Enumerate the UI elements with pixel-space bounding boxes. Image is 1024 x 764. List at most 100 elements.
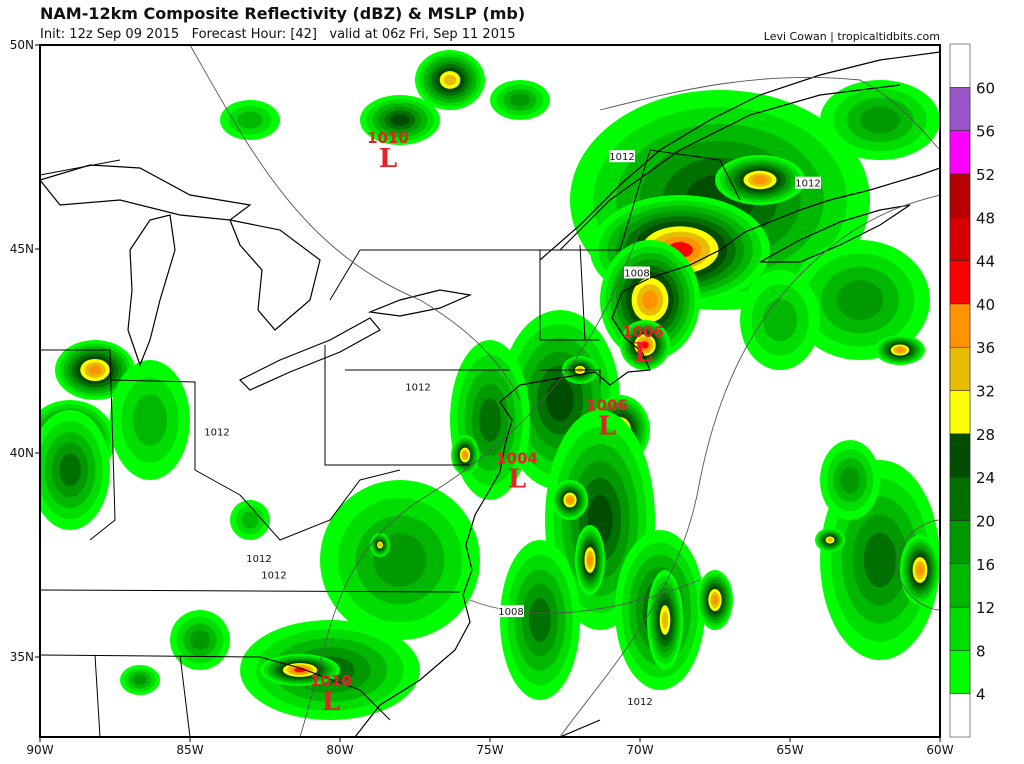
lake-erie [238, 317, 381, 391]
lake-ontario [367, 289, 473, 317]
x-tick-label: 75W [476, 743, 503, 757]
state-border [109, 379, 241, 496]
country-border [40, 159, 540, 301]
isobar-label: 1012 [405, 380, 431, 394]
colorbar-swatch [949, 130, 971, 175]
x-tick-label: 85W [176, 743, 203, 757]
precip-cell [752, 176, 768, 184]
isobar-label-text: 1008 [624, 268, 649, 279]
isobar-label-text: 1012 [405, 383, 430, 394]
isobar-label: 1012 [246, 552, 272, 565]
precip-cell [896, 347, 904, 353]
low-pressure-value: 1006 [622, 323, 664, 341]
isobar-label-text: 1012 [204, 428, 229, 439]
colorbar-swatch [949, 650, 971, 694]
colorbar-swatch [949, 260, 971, 305]
x-tick-label: 70W [626, 743, 653, 757]
precip-cell [510, 93, 530, 107]
colorbar-tick-label: 28 [976, 426, 995, 444]
colorbar-tick-label: 56 [976, 123, 995, 141]
isobar-label-text: 1008 [498, 607, 523, 618]
isobar-label-text: 1012 [795, 179, 820, 190]
isobar-label-text: 1012 [246, 554, 271, 565]
precip-cell [860, 106, 900, 134]
colorbar-swatch [949, 520, 971, 564]
colorbar-tick-label: 48 [976, 209, 995, 227]
state-border [239, 469, 401, 541]
lake-superior [40, 164, 252, 221]
colorbar-tick-label: 16 [976, 556, 995, 574]
precip-cell [390, 114, 410, 126]
colorbar-swatch [949, 606, 971, 651]
colorbar-tick-label: 20 [976, 512, 995, 530]
low-symbol: L [379, 144, 397, 174]
precip-cell [241, 511, 259, 529]
y-tick-label: 35N [10, 650, 34, 664]
colorbar-tick-label: 52 [976, 166, 995, 184]
colorbar-swatch [949, 173, 971, 218]
coastline [559, 719, 601, 737]
state-border [540, 369, 601, 385]
precipitation-layer [40, 50, 940, 720]
colorbar-tick-label: 60 [976, 79, 995, 97]
isobar-label: 1012 [609, 150, 635, 163]
isobar-label: 1012 [261, 568, 287, 581]
colorbar-swatch [949, 303, 971, 348]
isobar [559, 194, 940, 737]
state-border [40, 589, 461, 593]
colorbar-tick-label: 24 [976, 469, 995, 487]
colorbar-tick-label: 36 [976, 339, 995, 357]
isobar [189, 45, 521, 401]
precip-cell [863, 532, 897, 588]
low-pressure-value: 1004 [496, 449, 538, 467]
isobar [599, 76, 940, 151]
low-symbol: L [508, 464, 526, 494]
isobar-label: 1008 [498, 605, 524, 618]
geography-lines [40, 51, 940, 737]
precip-cell [642, 290, 658, 310]
precip-cell [762, 298, 798, 342]
colorbar-swatch [949, 390, 971, 435]
precip-cell [567, 496, 573, 504]
coastline [539, 51, 940, 261]
colorbar-tick-label: 40 [976, 296, 995, 314]
x-tick-label: 90W [26, 743, 53, 757]
x-tick-label: 60W [926, 743, 953, 757]
map-title: NAM-12km Composite Reflectivity (dBZ) & … [40, 4, 526, 23]
precip-cell [546, 379, 574, 421]
state-border [579, 244, 586, 341]
precip-cell [132, 394, 168, 446]
precip-cell [712, 595, 718, 605]
precip-cell [479, 398, 501, 442]
y-tick-label: 40N [10, 446, 34, 460]
isobar-label-text: 1012 [261, 570, 286, 581]
colorbar-tick-label: 32 [976, 383, 995, 401]
precip-cell [661, 611, 669, 629]
low-pressure-value: 1006 [586, 396, 628, 414]
state-border [540, 149, 741, 251]
colorbar-swatch [949, 87, 971, 131]
precip-cell [587, 554, 593, 566]
low-pressure-value: 1010 [310, 672, 352, 690]
state-border [324, 345, 470, 466]
precip-cell [190, 630, 210, 650]
x-tick-label: 65W [776, 743, 803, 757]
colorbar-tick-label: 4 [976, 686, 986, 704]
state-border [40, 349, 116, 541]
state-border [539, 250, 600, 341]
map-subtitle: Init: 12z Sep 09 2015 Forecast Hour: [42… [40, 27, 516, 42]
precip-cell [916, 564, 924, 576]
precip-cell [59, 453, 81, 487]
state-border [40, 654, 391, 721]
precip-cell [641, 341, 649, 349]
y-tick-label: 45N [10, 242, 34, 256]
colorbar-swatch [949, 433, 971, 478]
colorbar-tick-label: 44 [976, 253, 995, 271]
isobar [469, 579, 701, 614]
credit: Levi Cowan | tropicaltidbits.com [763, 30, 940, 43]
